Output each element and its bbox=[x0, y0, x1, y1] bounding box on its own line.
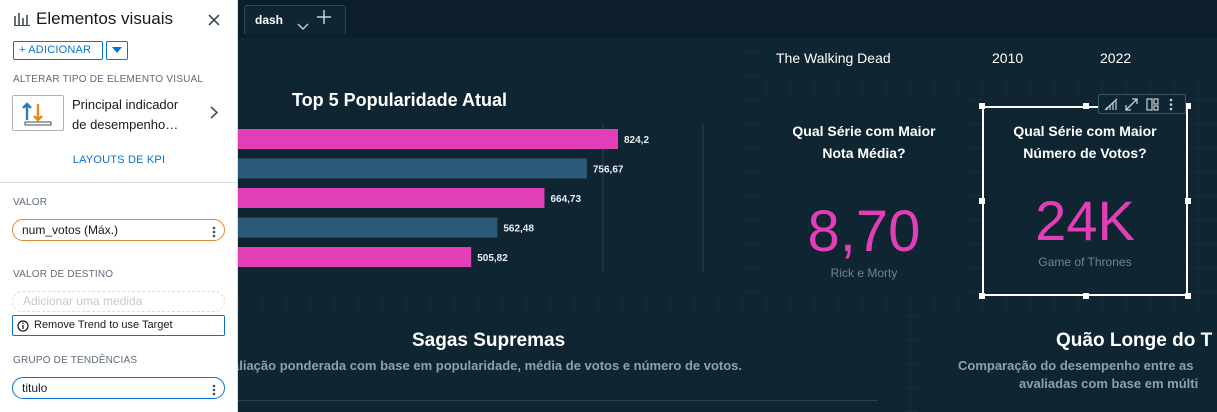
distance-subtitle-line1: Comparação do desempenho entre as bbox=[958, 358, 1194, 373]
sheet-tab-bar: dash bbox=[238, 0, 1217, 38]
resize-handle[interactable] bbox=[1083, 293, 1089, 299]
filter-row-card[interactable]: The Walking Dead 2010 2022 bbox=[761, 38, 1217, 78]
more-options-icon[interactable] bbox=[212, 224, 216, 244]
value-field-pill[interactable]: num_votos (Máx.) bbox=[12, 219, 225, 241]
bar-chart: 824,2 756,67 664,73 562,48 505,82 bbox=[238, 123, 704, 273]
end-year-value: 2022 bbox=[1100, 50, 1132, 66]
more-options-icon[interactable] bbox=[212, 382, 216, 402]
target-measure-dropzone[interactable]: Adicionar uma medida bbox=[12, 291, 225, 312]
kpi-icon bbox=[12, 95, 64, 131]
expand-icon[interactable] bbox=[1125, 98, 1138, 116]
resize-handle[interactable] bbox=[979, 198, 985, 204]
selection-frame bbox=[982, 106, 1188, 296]
kpi-rating-title: Qual Série com Maior Nota Média? bbox=[792, 123, 936, 161]
resize-handle[interactable] bbox=[979, 293, 985, 299]
kpi-layouts-link[interactable]: LAYOUTS DE KPI bbox=[72, 154, 166, 166]
panel-divider bbox=[0, 182, 238, 183]
start-year-value: 2010 bbox=[992, 50, 1024, 66]
trend-field-pill[interactable]: titulo bbox=[12, 377, 225, 399]
bar-chart-card[interactable]: Top 5 Popularidade Atual 824,2 756,67 664,… bbox=[238, 38, 743, 296]
kpi-rating-subtitle: Rick e Morty bbox=[830, 266, 898, 280]
distance-title: Quão Longe do T bbox=[1056, 330, 1213, 351]
close-icon[interactable] bbox=[206, 12, 222, 28]
resize-handle[interactable] bbox=[979, 103, 985, 109]
bar[interactable] bbox=[238, 129, 618, 149]
bar[interactable] bbox=[238, 247, 472, 267]
kpi-votes-title: Qual Série com Maior Número de Votos? bbox=[1013, 123, 1157, 161]
resize-handle[interactable] bbox=[1083, 103, 1089, 109]
panel-title: Elementos visuais bbox=[36, 9, 174, 28]
add-dropdown-button[interactable] bbox=[106, 41, 128, 60]
visual-toolbar bbox=[1098, 94, 1186, 114]
bar[interactable] bbox=[238, 188, 545, 208]
visuals-panel: Elementos visuais + ADICIONAR ALTERAR TI… bbox=[0, 0, 238, 412]
chevron-down-icon[interactable] bbox=[297, 17, 309, 35]
bar-value-label: 562,48 bbox=[503, 224, 534, 235]
kpi-rating-value: 8,70 bbox=[807, 199, 921, 264]
series-filter-value: The Walking Dead bbox=[776, 50, 891, 66]
more-options-icon[interactable] bbox=[1169, 98, 1173, 116]
chevron-right-icon bbox=[210, 106, 219, 124]
trend-group-label: GRUPO DE TENDÊNCIAS bbox=[13, 355, 138, 366]
kpi-votes-value: 24K bbox=[1035, 189, 1135, 252]
kpi-rating-card[interactable] bbox=[761, 96, 967, 296]
kpi-votes-card[interactable] bbox=[982, 96, 1188, 296]
visual-type-name: Principal indicador de desempenho… bbox=[72, 97, 179, 132]
target-value-label: VALOR DE DESTINO bbox=[13, 269, 114, 280]
bar-value-label: 824,2 bbox=[624, 135, 649, 146]
add-button[interactable]: + ADICIONAR bbox=[13, 41, 103, 60]
bar-value-label: 664,73 bbox=[550, 194, 581, 205]
layout-icon[interactable] bbox=[1146, 98, 1159, 116]
resize-handle[interactable] bbox=[1185, 103, 1191, 109]
divider bbox=[238, 400, 878, 401]
tab-dash[interactable]: dash bbox=[244, 5, 346, 34]
distance-subtitle-line2: avaliadas com base em múlti bbox=[1019, 376, 1199, 391]
panel-header: Elementos visuais bbox=[0, 0, 238, 40]
value-label: VALOR bbox=[13, 197, 48, 208]
sagas-subtitle: aliação ponderada com base em popularida… bbox=[238, 358, 743, 373]
chart-type-icon[interactable] bbox=[1104, 98, 1118, 116]
dashboard-canvas: Top 5 Popularidade Atual 824,2 756,67 664,… bbox=[238, 38, 1217, 412]
target-info-box: Remove Trend to use Target bbox=[12, 315, 225, 336]
sagas-card[interactable]: Sagas Supremas aliação ponderada com bas… bbox=[238, 314, 904, 412]
bar[interactable] bbox=[238, 217, 498, 238]
bar-value-label: 505,82 bbox=[477, 253, 508, 264]
bar-value-label: 756,67 bbox=[593, 165, 624, 176]
add-sheet-icon[interactable] bbox=[316, 9, 332, 30]
resize-handle[interactable] bbox=[1185, 198, 1191, 204]
visual-type-selector[interactable]: Principal indicador de desempenho… bbox=[12, 93, 226, 137]
distance-card[interactable]: Quão Longe do T Comparação do desempenho… bbox=[919, 314, 1217, 412]
resize-handle[interactable] bbox=[1185, 293, 1191, 299]
bar-chart-icon bbox=[14, 12, 30, 31]
info-icon bbox=[17, 320, 29, 339]
bar[interactable] bbox=[238, 158, 587, 179]
change-visual-type-label: ALTERAR TIPO DE ELEMENTO VISUAL bbox=[13, 74, 204, 85]
sagas-title: Sagas Supremas bbox=[412, 330, 566, 351]
kpi-votes-subtitle: Game of Thrones bbox=[1038, 255, 1132, 269]
bar-chart-title: Top 5 Popularidade Atual bbox=[292, 90, 508, 110]
